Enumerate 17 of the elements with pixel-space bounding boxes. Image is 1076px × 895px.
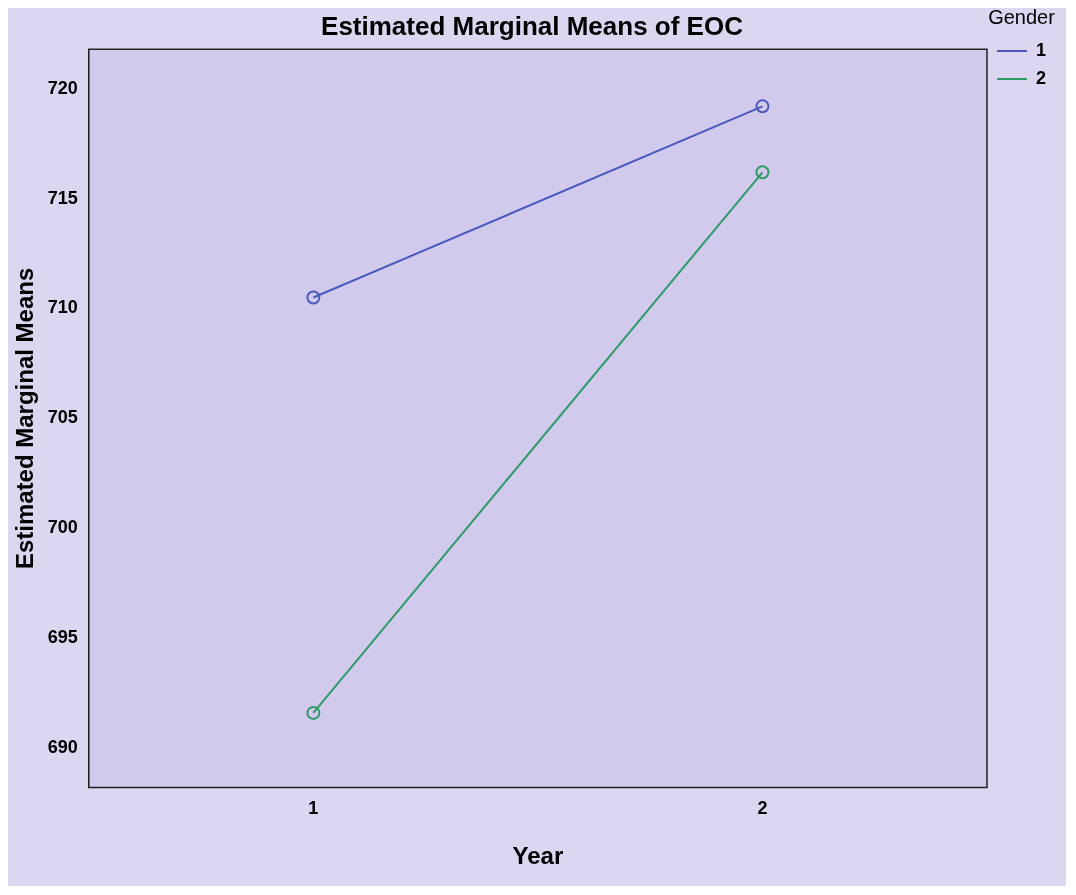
legend-label: 2	[1035, 67, 1046, 88]
point	[306, 290, 321, 305]
chart-title: Estimated Marginal Means of EOC	[321, 10, 744, 41]
point	[755, 165, 770, 180]
y-tick-label: 710	[47, 297, 78, 318]
y-tick-label: 690	[47, 737, 78, 758]
y-tick-label: 705	[47, 407, 78, 428]
point	[755, 99, 770, 114]
y-tick-label: 700	[47, 517, 78, 538]
y-axis-title: Estimated Marginal Means	[11, 267, 39, 570]
x-axis-title: Year	[512, 842, 564, 870]
legend-label: 1	[1035, 39, 1046, 60]
point	[306, 705, 321, 720]
y-tick-label: 695	[47, 627, 78, 648]
y-tick-label: 720	[47, 77, 78, 98]
legend-title: Gender	[988, 5, 1056, 28]
y-tick-label: 715	[47, 187, 78, 208]
